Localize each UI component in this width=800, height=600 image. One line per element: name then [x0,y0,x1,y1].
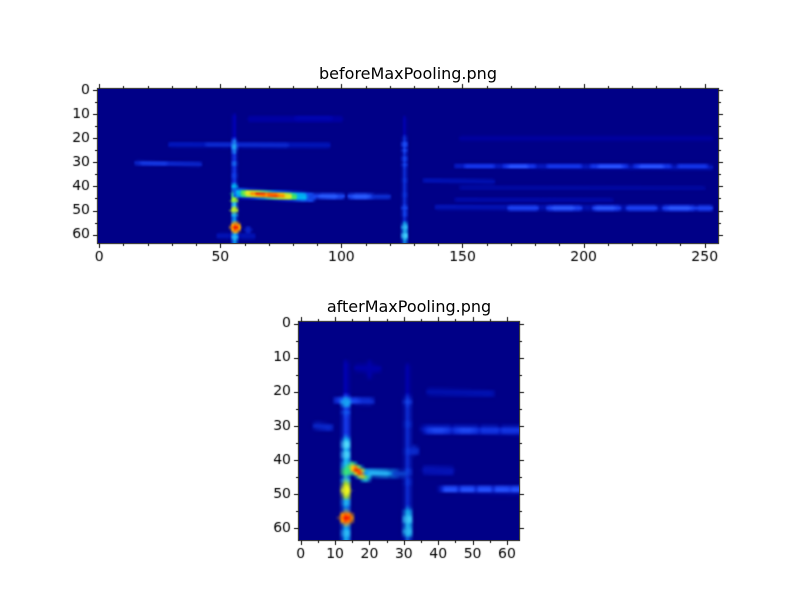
heatmap-after [299,322,519,540]
heatmap-before [98,89,718,243]
plot-title-after: afterMaxPooling.png [326,297,492,316]
plot-title-before: beforeMaxPooling.png [319,64,497,83]
